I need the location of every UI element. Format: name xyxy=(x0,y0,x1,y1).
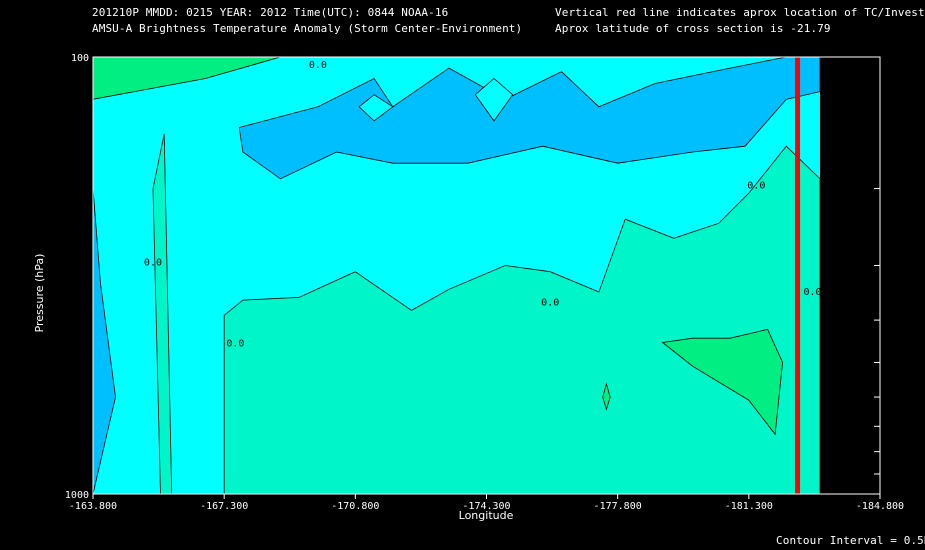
x-tick-label-1: -167.300 xyxy=(200,501,248,512)
x-tick-label-0: -163.800 xyxy=(69,501,117,512)
header-line1-right: Vertical red line indicates aprox locati… xyxy=(555,6,925,19)
contour-lines xyxy=(92,56,821,495)
small-contour-0 xyxy=(358,94,394,122)
contour-line-5 xyxy=(661,328,784,436)
x-tick-label-2: -170.800 xyxy=(331,501,379,512)
x-axis-title: Longitude xyxy=(459,509,514,522)
contour-label-5: 0.0 xyxy=(804,287,822,298)
axis-ticks: -163.800 -167.300 -170.800 -174.300 -177.800… xyxy=(65,53,904,512)
contour-region-2 xyxy=(224,146,820,494)
x-tick-label-3: -174.300 xyxy=(462,501,510,512)
y-tick-label-1: 1000 xyxy=(65,490,89,501)
contour-region-1 xyxy=(239,57,820,179)
header-line2-left: AMSU-A Brightness Temperature Anomaly (S… xyxy=(92,22,523,35)
small-contour-2 xyxy=(602,382,611,411)
contour-labels: 0.0 0.0 0.0 0.0 0.0 0.0 xyxy=(144,60,822,350)
contour-label-3: 0.0 xyxy=(541,297,559,308)
y-tick-label-0: 100 xyxy=(71,53,89,64)
contour-region-4 xyxy=(93,188,116,494)
contour-region-0 xyxy=(93,57,281,100)
contour-line-1 xyxy=(238,56,821,180)
y-axis-title: Pressure (hPa) xyxy=(33,254,46,333)
x-tick-label-5: -181.300 xyxy=(725,501,773,512)
contour-label-0: 0.0 xyxy=(309,60,327,71)
header-line1-left: 201210P MMDD: 0215 YEAR: 2012 Time(UTC):… xyxy=(92,6,449,19)
contour-label-1: 0.0 xyxy=(144,258,162,269)
contour-region-3 xyxy=(153,134,172,494)
small-contour-1 xyxy=(474,77,514,122)
contour-label-2: 0.0 xyxy=(226,339,244,350)
header-line2-right: Aprox latitude of cross section is -21.7… xyxy=(555,22,831,35)
contour-region-5 xyxy=(662,329,783,435)
x-tick-label-4: -177.800 xyxy=(594,501,642,512)
contour-fills xyxy=(93,57,880,494)
x-tick-label-6: -184.800 xyxy=(856,501,904,512)
contour-line-2 xyxy=(223,145,821,495)
contour-interval-label: Contour Interval = 0.5K xyxy=(776,534,925,547)
no-data-fill xyxy=(820,57,880,494)
contour-label-4: 0.0 xyxy=(747,181,765,192)
